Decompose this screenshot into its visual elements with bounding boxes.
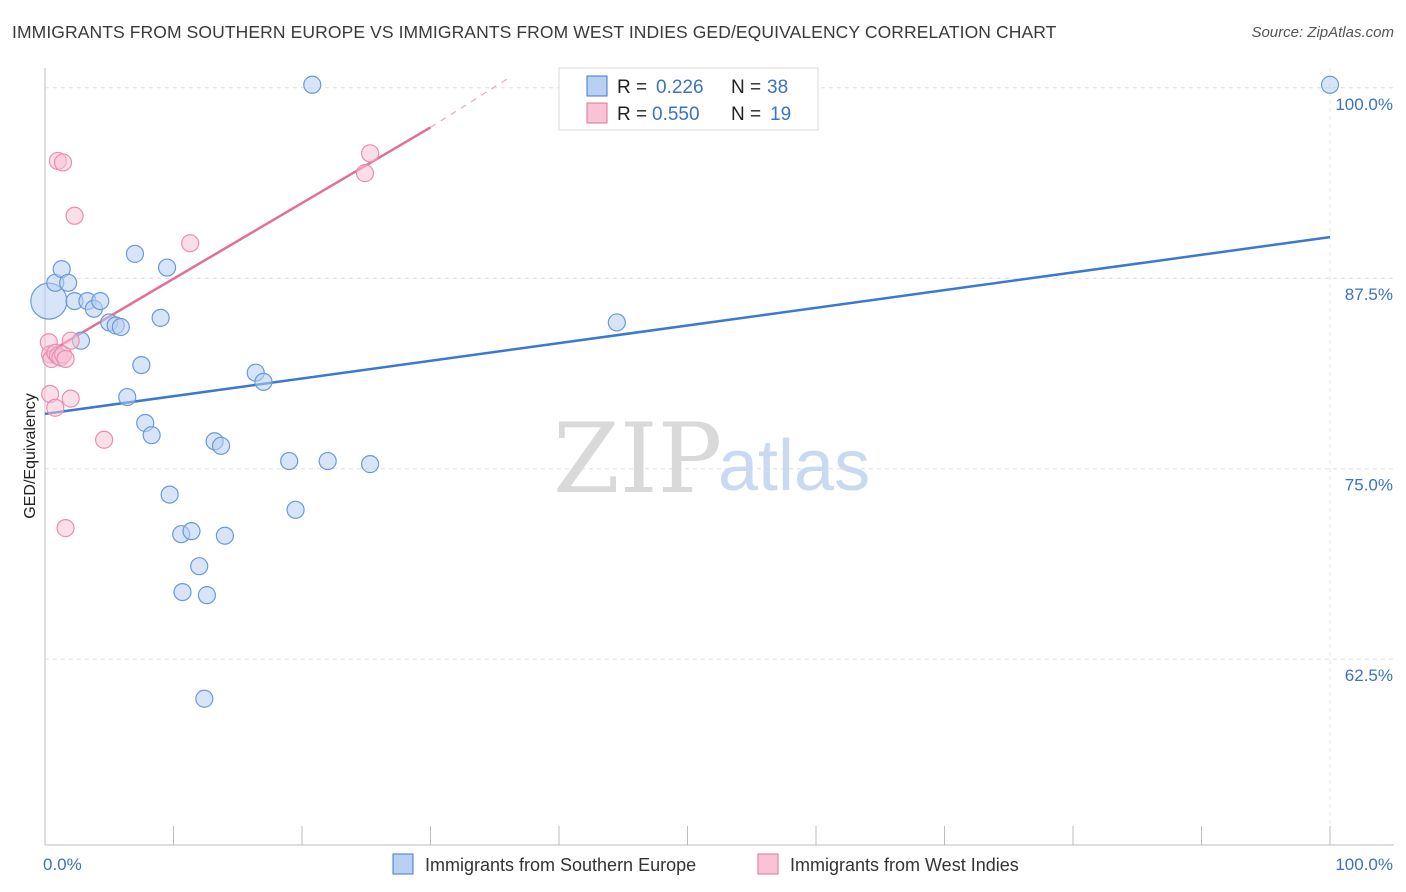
x-tick-label: 0.0% [43, 855, 82, 874]
source-label: Source: ZipAtlas.com [1251, 24, 1394, 41]
data-point-west-indies [56, 349, 75, 369]
data-point-southern-europe [303, 75, 322, 94]
watermark-zip: ZIP [553, 403, 722, 515]
data-point-southern-europe [1320, 75, 1340, 94]
data-point-southern-europe [190, 557, 209, 576]
legend-r-label-2: R = [617, 104, 647, 125]
data-point-southern-europe [215, 526, 234, 545]
data-point-southern-europe [254, 372, 273, 391]
data-point-west-indies [46, 398, 65, 417]
x-tick-labels: 0.0% 100.0% [43, 855, 1393, 874]
y-tick-labels: 100.0% 87.5% 75.0% 62.5% [1335, 95, 1393, 685]
trend-line-pink-extension [430, 78, 508, 128]
y-tick-label: 100.0% [1335, 95, 1393, 114]
data-point-southern-europe [211, 436, 231, 455]
legend-swatch-blue [586, 75, 608, 97]
legend: R = 0.226 N = 38 R = 0.550 N = 19 [558, 67, 819, 131]
legend-n-label-1: N = [731, 77, 761, 98]
data-point-southern-europe [151, 308, 170, 327]
data-point-southern-europe [142, 426, 161, 445]
y-tick-label: 87.5% [1345, 285, 1393, 304]
data-point-southern-europe [286, 500, 305, 519]
data-point-southern-europe [197, 586, 217, 605]
data-point-southern-europe [91, 292, 110, 311]
data-point-west-indies [61, 331, 80, 350]
chart-title: IMMIGRANTS FROM SOUTHERN EUROPE VS IMMIG… [12, 22, 1057, 42]
data-point-west-indies [181, 234, 200, 253]
legend-n-value-2: 19 [770, 104, 791, 125]
legend-n-value-1: 38 [767, 77, 788, 98]
data-point-southern-europe [125, 244, 145, 263]
x-minor-ticks [173, 826, 1331, 845]
data-point-southern-europe [111, 317, 130, 337]
data-point-southern-europe [132, 355, 151, 375]
data-point-southern-europe [318, 451, 337, 471]
legend-r-label-1: R = [617, 77, 647, 98]
bottom-legend: Immigrants from Southern Europe Immigran… [392, 853, 1019, 875]
watermark-atlas: atlas [718, 426, 870, 506]
data-point-west-indies [361, 144, 380, 163]
data-point-southern-europe [173, 582, 192, 602]
legend-r-value-2: 0.550 [652, 104, 700, 125]
trend-line-blue [44, 235, 1331, 416]
y-axis-title: GED/Equivalency [22, 393, 39, 518]
bottom-legend-swatch-blue [392, 853, 414, 875]
bottom-legend-label-blue: Immigrants from Southern Europe [425, 855, 696, 875]
data-point-west-indies [95, 430, 114, 449]
data-point-southern-europe [607, 313, 626, 332]
data-point-southern-europe [157, 258, 177, 277]
data-point-west-indies [65, 206, 84, 225]
data-point-southern-europe [118, 387, 137, 407]
data-point-west-indies [61, 389, 80, 408]
data-points [30, 75, 1340, 708]
y-tick-label: 62.5% [1345, 666, 1393, 685]
data-point-west-indies [56, 519, 75, 538]
data-point-west-indies [53, 153, 73, 172]
data-point-southern-europe [361, 455, 380, 474]
legend-n-label-2: N = [731, 104, 761, 125]
y-tick-label: 75.0% [1345, 476, 1393, 495]
x-tick-label: 100.0% [1335, 855, 1393, 874]
data-point-southern-europe [280, 451, 299, 471]
legend-swatch-pink [586, 102, 608, 124]
bottom-legend-swatch-pink [757, 853, 779, 875]
data-point-west-indies [355, 164, 375, 183]
data-point-southern-europe [160, 485, 179, 504]
data-point-southern-europe [59, 273, 78, 292]
data-point-southern-europe [182, 522, 201, 541]
bottom-legend-label-pink: Immigrants from West Indies [790, 855, 1019, 875]
data-point-southern-europe [195, 689, 214, 708]
legend-r-value-1: 0.226 [656, 77, 704, 98]
